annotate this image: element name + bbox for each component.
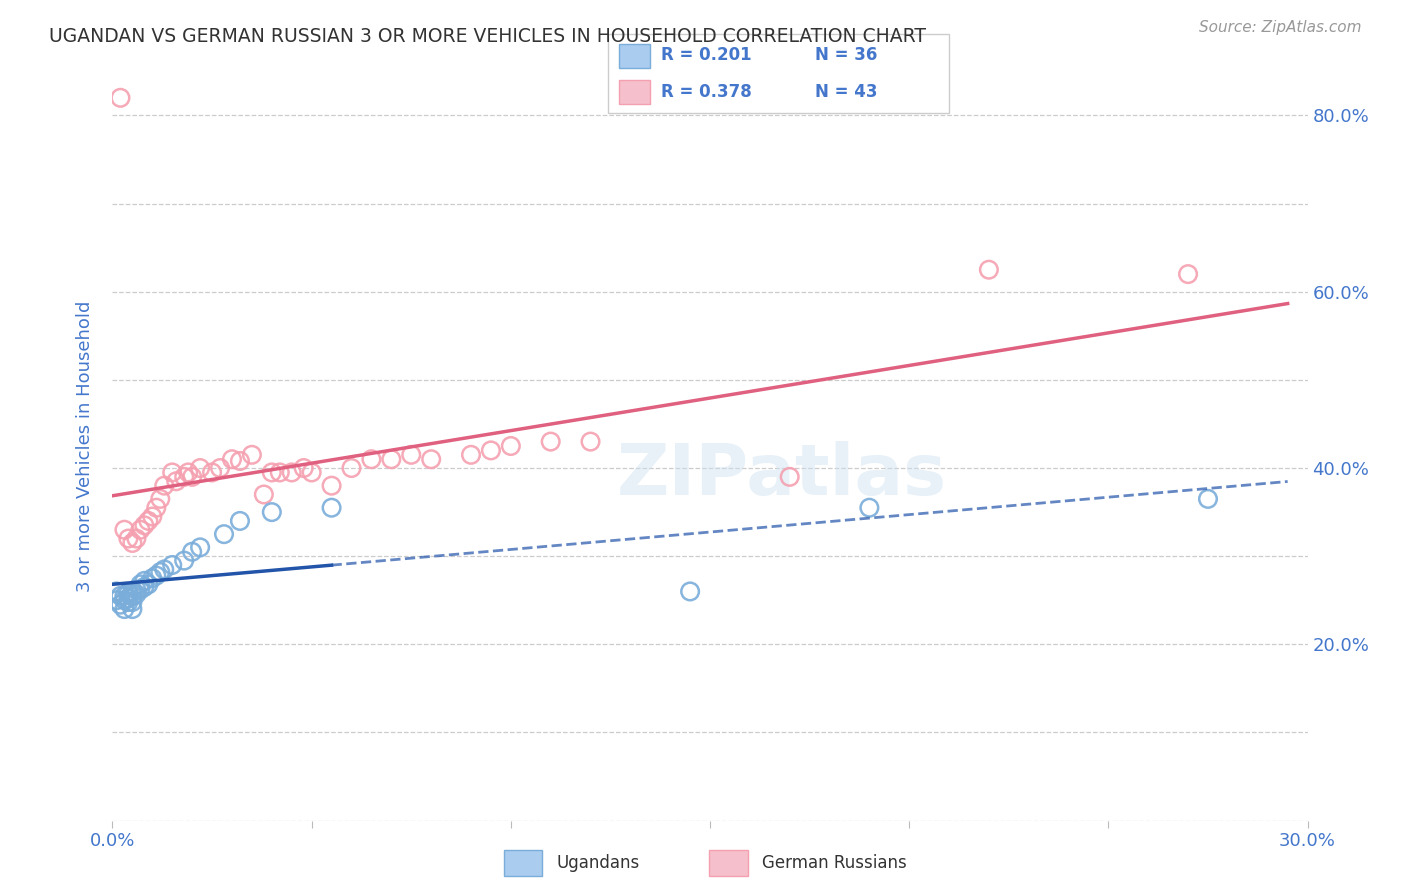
Point <box>1197 491 1219 506</box>
Point <box>240 448 263 462</box>
Point <box>114 589 135 603</box>
Text: N = 43: N = 43 <box>815 83 877 101</box>
Point <box>579 434 602 449</box>
Point <box>188 541 211 555</box>
Point <box>540 434 562 449</box>
Point <box>212 527 235 541</box>
Point <box>141 509 163 524</box>
Point <box>162 558 183 572</box>
Text: ZIPatlas: ZIPatlas <box>617 442 946 510</box>
Point <box>105 584 128 599</box>
Point <box>117 595 139 609</box>
Point <box>105 593 128 607</box>
Point <box>321 478 343 492</box>
Point <box>125 582 148 597</box>
Point <box>117 591 139 606</box>
Point <box>114 523 135 537</box>
Point <box>1177 267 1199 281</box>
Bar <box>710 850 748 876</box>
Point <box>141 571 163 585</box>
Point <box>138 514 160 528</box>
Bar <box>619 44 650 68</box>
Point <box>292 461 315 475</box>
Point <box>114 593 135 607</box>
Point <box>420 452 443 467</box>
Point <box>134 518 156 533</box>
Point <box>129 523 152 537</box>
Text: R = 0.201: R = 0.201 <box>661 46 751 64</box>
Point <box>177 466 200 480</box>
Point <box>260 466 283 480</box>
Point <box>858 500 880 515</box>
Bar <box>503 850 543 876</box>
Point <box>173 470 195 484</box>
Point <box>253 487 276 501</box>
Y-axis label: 3 or more Vehicles in Household: 3 or more Vehicles in Household <box>76 301 94 591</box>
Point <box>121 536 143 550</box>
Text: Ugandans: Ugandans <box>557 854 640 871</box>
Point <box>380 452 402 467</box>
Point <box>321 500 343 515</box>
Point <box>360 452 382 467</box>
Point <box>779 470 801 484</box>
Point <box>340 461 363 475</box>
Point <box>117 532 139 546</box>
Text: Source: ZipAtlas.com: Source: ZipAtlas.com <box>1198 20 1361 35</box>
Point <box>129 577 152 591</box>
Point <box>138 577 160 591</box>
Point <box>679 584 702 599</box>
Point <box>460 448 482 462</box>
Text: UGANDAN VS GERMAN RUSSIAN 3 OR MORE VEHICLES IN HOUSEHOLD CORRELATION CHART: UGANDAN VS GERMAN RUSSIAN 3 OR MORE VEHI… <box>49 27 927 45</box>
Point <box>149 491 172 506</box>
Point <box>269 466 291 480</box>
Point <box>181 470 204 484</box>
Point <box>125 532 148 546</box>
Point <box>281 466 304 480</box>
Point <box>229 514 252 528</box>
Point <box>145 568 167 582</box>
Point <box>121 595 143 609</box>
Point <box>229 454 252 468</box>
Point <box>209 461 232 475</box>
Point <box>110 598 132 612</box>
Point <box>114 602 135 616</box>
Point <box>153 478 176 492</box>
Point <box>173 553 195 567</box>
Point <box>479 443 502 458</box>
Point <box>121 589 143 603</box>
Text: N = 36: N = 36 <box>815 46 877 64</box>
Point <box>977 262 1000 277</box>
Point <box>121 602 143 616</box>
Point <box>221 452 243 467</box>
Point <box>301 466 323 480</box>
Point <box>145 500 167 515</box>
Point <box>499 439 522 453</box>
Point <box>129 582 152 597</box>
Bar <box>619 80 650 104</box>
Point <box>201 466 224 480</box>
FancyBboxPatch shape <box>609 34 949 113</box>
Point <box>181 545 204 559</box>
Point <box>188 461 211 475</box>
Point <box>134 580 156 594</box>
Point <box>110 91 132 105</box>
Point <box>153 562 176 576</box>
Point <box>165 475 187 489</box>
Point <box>110 589 132 603</box>
Point <box>260 505 283 519</box>
Point <box>125 587 148 601</box>
Point <box>162 466 183 480</box>
Point <box>401 448 423 462</box>
Text: R = 0.378: R = 0.378 <box>661 83 752 101</box>
Point <box>149 565 172 579</box>
Point <box>117 586 139 600</box>
Text: German Russians: German Russians <box>762 854 907 871</box>
Point <box>134 574 156 588</box>
Point <box>121 584 143 599</box>
